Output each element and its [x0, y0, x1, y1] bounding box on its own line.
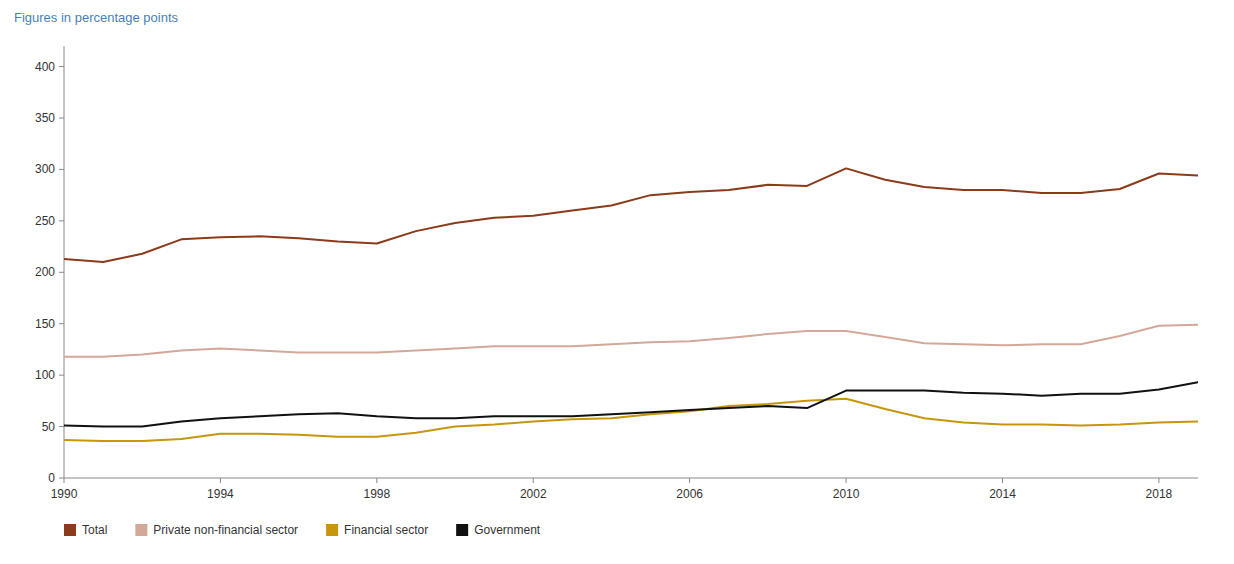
legend-swatch: [135, 524, 147, 536]
y-tick-label: 0: [48, 471, 55, 485]
y-tick: [59, 66, 64, 67]
x-tick-label: 2014: [989, 487, 1016, 501]
series-line: [64, 325, 1198, 357]
legend-swatch: [64, 524, 76, 536]
x-tick: [846, 478, 847, 483]
x-tick: [220, 478, 221, 483]
legend: Total Private non-financial sector Financi…: [64, 523, 541, 537]
x-tick-label: 1994: [207, 487, 234, 501]
x-tick-label: 2006: [676, 487, 703, 501]
x-tick: [1158, 478, 1159, 483]
legend-swatch: [456, 524, 468, 536]
y-tick: [59, 169, 64, 170]
legend-label: Private non-financial sector: [153, 523, 298, 537]
x-tick-label: 1998: [363, 487, 390, 501]
y-axis: 0 50 100 150 200 250 300 350 400: [35, 46, 64, 485]
y-tick-label: 400: [35, 60, 55, 74]
y-tick: [59, 375, 64, 376]
y-tick-label: 300: [35, 162, 55, 176]
x-tick: [64, 478, 65, 483]
y-tick-label: 200: [35, 265, 55, 279]
y-tick: [59, 118, 64, 119]
series-line: [64, 382, 1198, 426]
x-tick: [1002, 478, 1003, 483]
x-tick-label: 1990: [51, 487, 78, 501]
y-tick-label: 250: [35, 214, 55, 228]
y-tick: [59, 323, 64, 324]
y-tick: [59, 220, 64, 221]
x-tick: [689, 478, 690, 483]
legend-label: Government: [474, 523, 541, 537]
legend-label: Financial sector: [344, 523, 428, 537]
x-tick-label: 2018: [1146, 487, 1173, 501]
y-axis-line: [64, 46, 65, 478]
y-tick: [59, 478, 64, 479]
y-tick: [59, 426, 64, 427]
y-tick-label: 100: [35, 368, 55, 382]
series-line: [64, 399, 1198, 441]
legend-swatch: [326, 524, 338, 536]
series-line: [64, 168, 1198, 262]
y-tick-label: 150: [35, 317, 55, 331]
x-axis: 1990 1994 1998 2002 2006 2010 2014 2018: [51, 478, 1198, 501]
y-tick-label: 350: [35, 111, 55, 125]
chart: Figures in percentage points 0 50 100 150 200…: [0, 0, 1234, 564]
y-tick-label: 50: [42, 420, 56, 434]
plot-area: [64, 168, 1198, 441]
x-axis-line: [64, 478, 1198, 479]
x-tick: [533, 478, 534, 483]
x-tick: [376, 478, 377, 483]
y-tick: [59, 272, 64, 273]
y-axis-label: Figures in percentage points: [14, 10, 179, 25]
x-tick-label: 2002: [520, 487, 547, 501]
legend-label: Total: [82, 523, 107, 537]
x-tick-label: 2010: [833, 487, 860, 501]
